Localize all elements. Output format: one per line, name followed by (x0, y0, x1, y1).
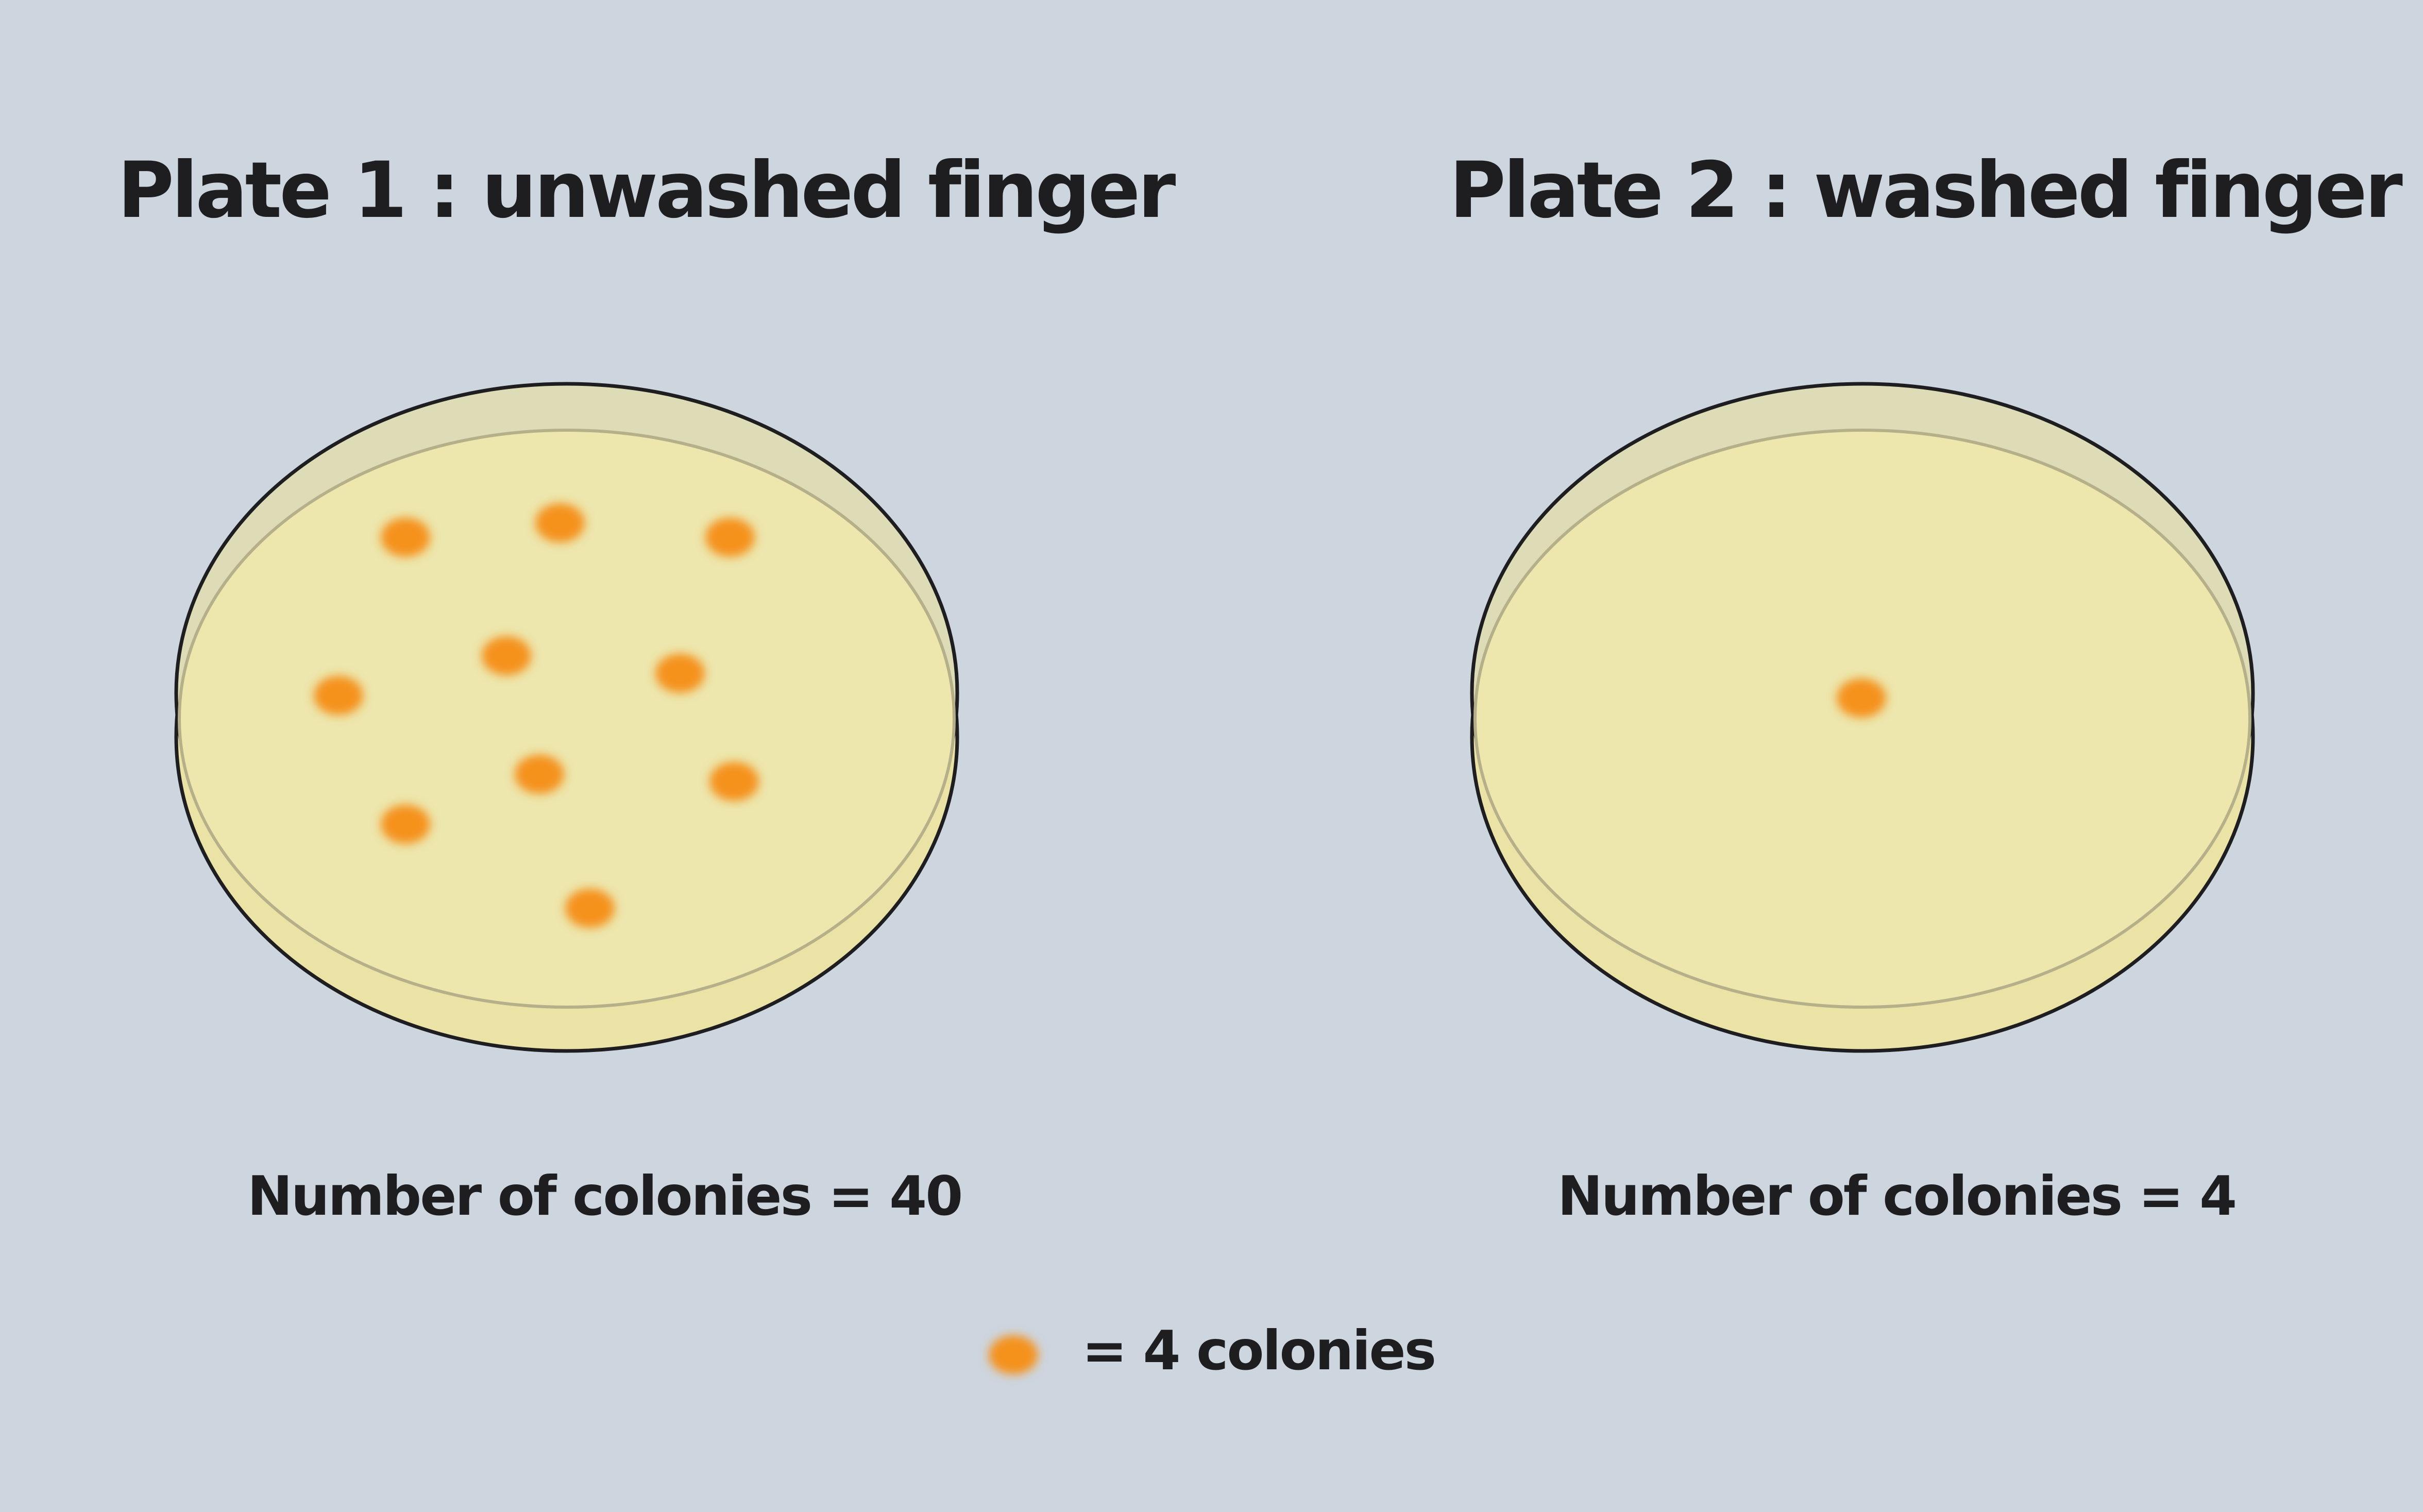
colony-dot (381, 805, 430, 844)
colony-dot (515, 755, 564, 794)
plate-1-title: Plate 1 : unwashed finger (117, 146, 1176, 235)
colony-dot (1837, 678, 1886, 718)
plate-2-colony-count: Number of colonies = 4 (1557, 1165, 2237, 1228)
legend-colony-dot (989, 1335, 1038, 1374)
plate-2-title: Plate 2 : washed finger (1449, 146, 2403, 235)
colony-dot (709, 762, 759, 801)
colony-dot (314, 676, 363, 715)
petri-dish-2 (1470, 382, 2255, 1053)
colony-dot (381, 518, 430, 557)
colony-dots-plate-1 (314, 503, 759, 928)
colony-dot (705, 518, 755, 557)
colony-dots-plate-2 (1837, 678, 1886, 718)
colony-dot (565, 889, 615, 928)
colony-dot (535, 503, 585, 542)
legend-label: = 4 colonies (1082, 1319, 1436, 1382)
petri-dish-1 (174, 382, 959, 1053)
plate-1-colony-count: Number of colonies = 40 (247, 1165, 963, 1228)
colony-dot (655, 654, 705, 693)
colony-dot (482, 636, 531, 675)
